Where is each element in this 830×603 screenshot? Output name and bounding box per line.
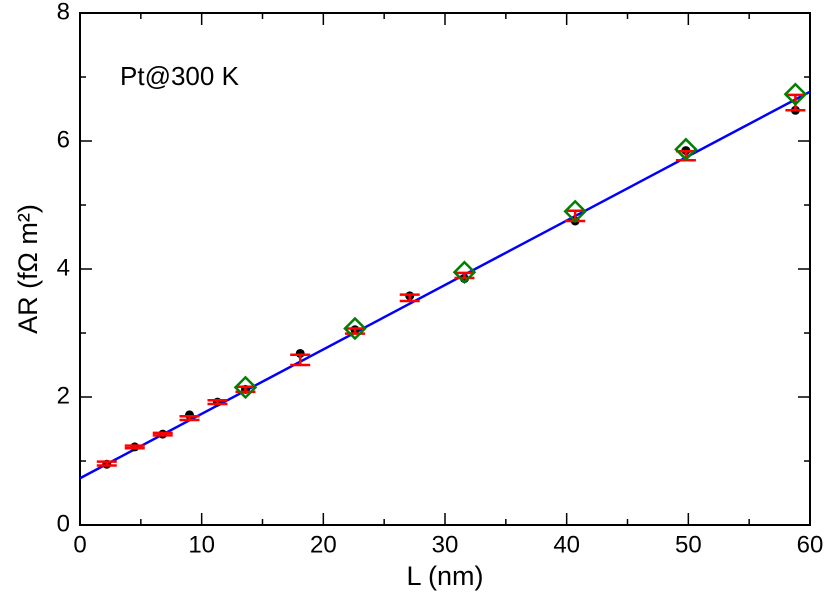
x-tick-label: 30 (432, 531, 459, 558)
x-tick-label: 10 (188, 531, 215, 558)
x-tick-label: 40 (553, 531, 580, 558)
x-tick-label: 0 (73, 531, 86, 558)
y-tick-label: 2 (57, 382, 70, 409)
x-tick-label: 60 (797, 531, 824, 558)
y-tick-label: 4 (57, 254, 70, 281)
diamond-marker (452, 260, 477, 284)
y-axis-label: AR (fΩ m²) (13, 204, 43, 334)
y-tick-label: 0 (57, 510, 70, 537)
diamond-marker (563, 199, 587, 224)
diamond-marker (343, 316, 367, 341)
x-tick-label: 20 (310, 531, 337, 558)
diamond-marker (783, 82, 808, 107)
diamond-marker (674, 137, 698, 162)
x-axis-label: L (nm) (406, 561, 483, 591)
x-tick-label: 50 (675, 531, 702, 558)
annotation: Pt@300 K (120, 61, 240, 91)
y-tick-label: 6 (57, 126, 70, 153)
diamond-marker (233, 375, 258, 400)
y-tick-label: 8 (57, 0, 70, 25)
